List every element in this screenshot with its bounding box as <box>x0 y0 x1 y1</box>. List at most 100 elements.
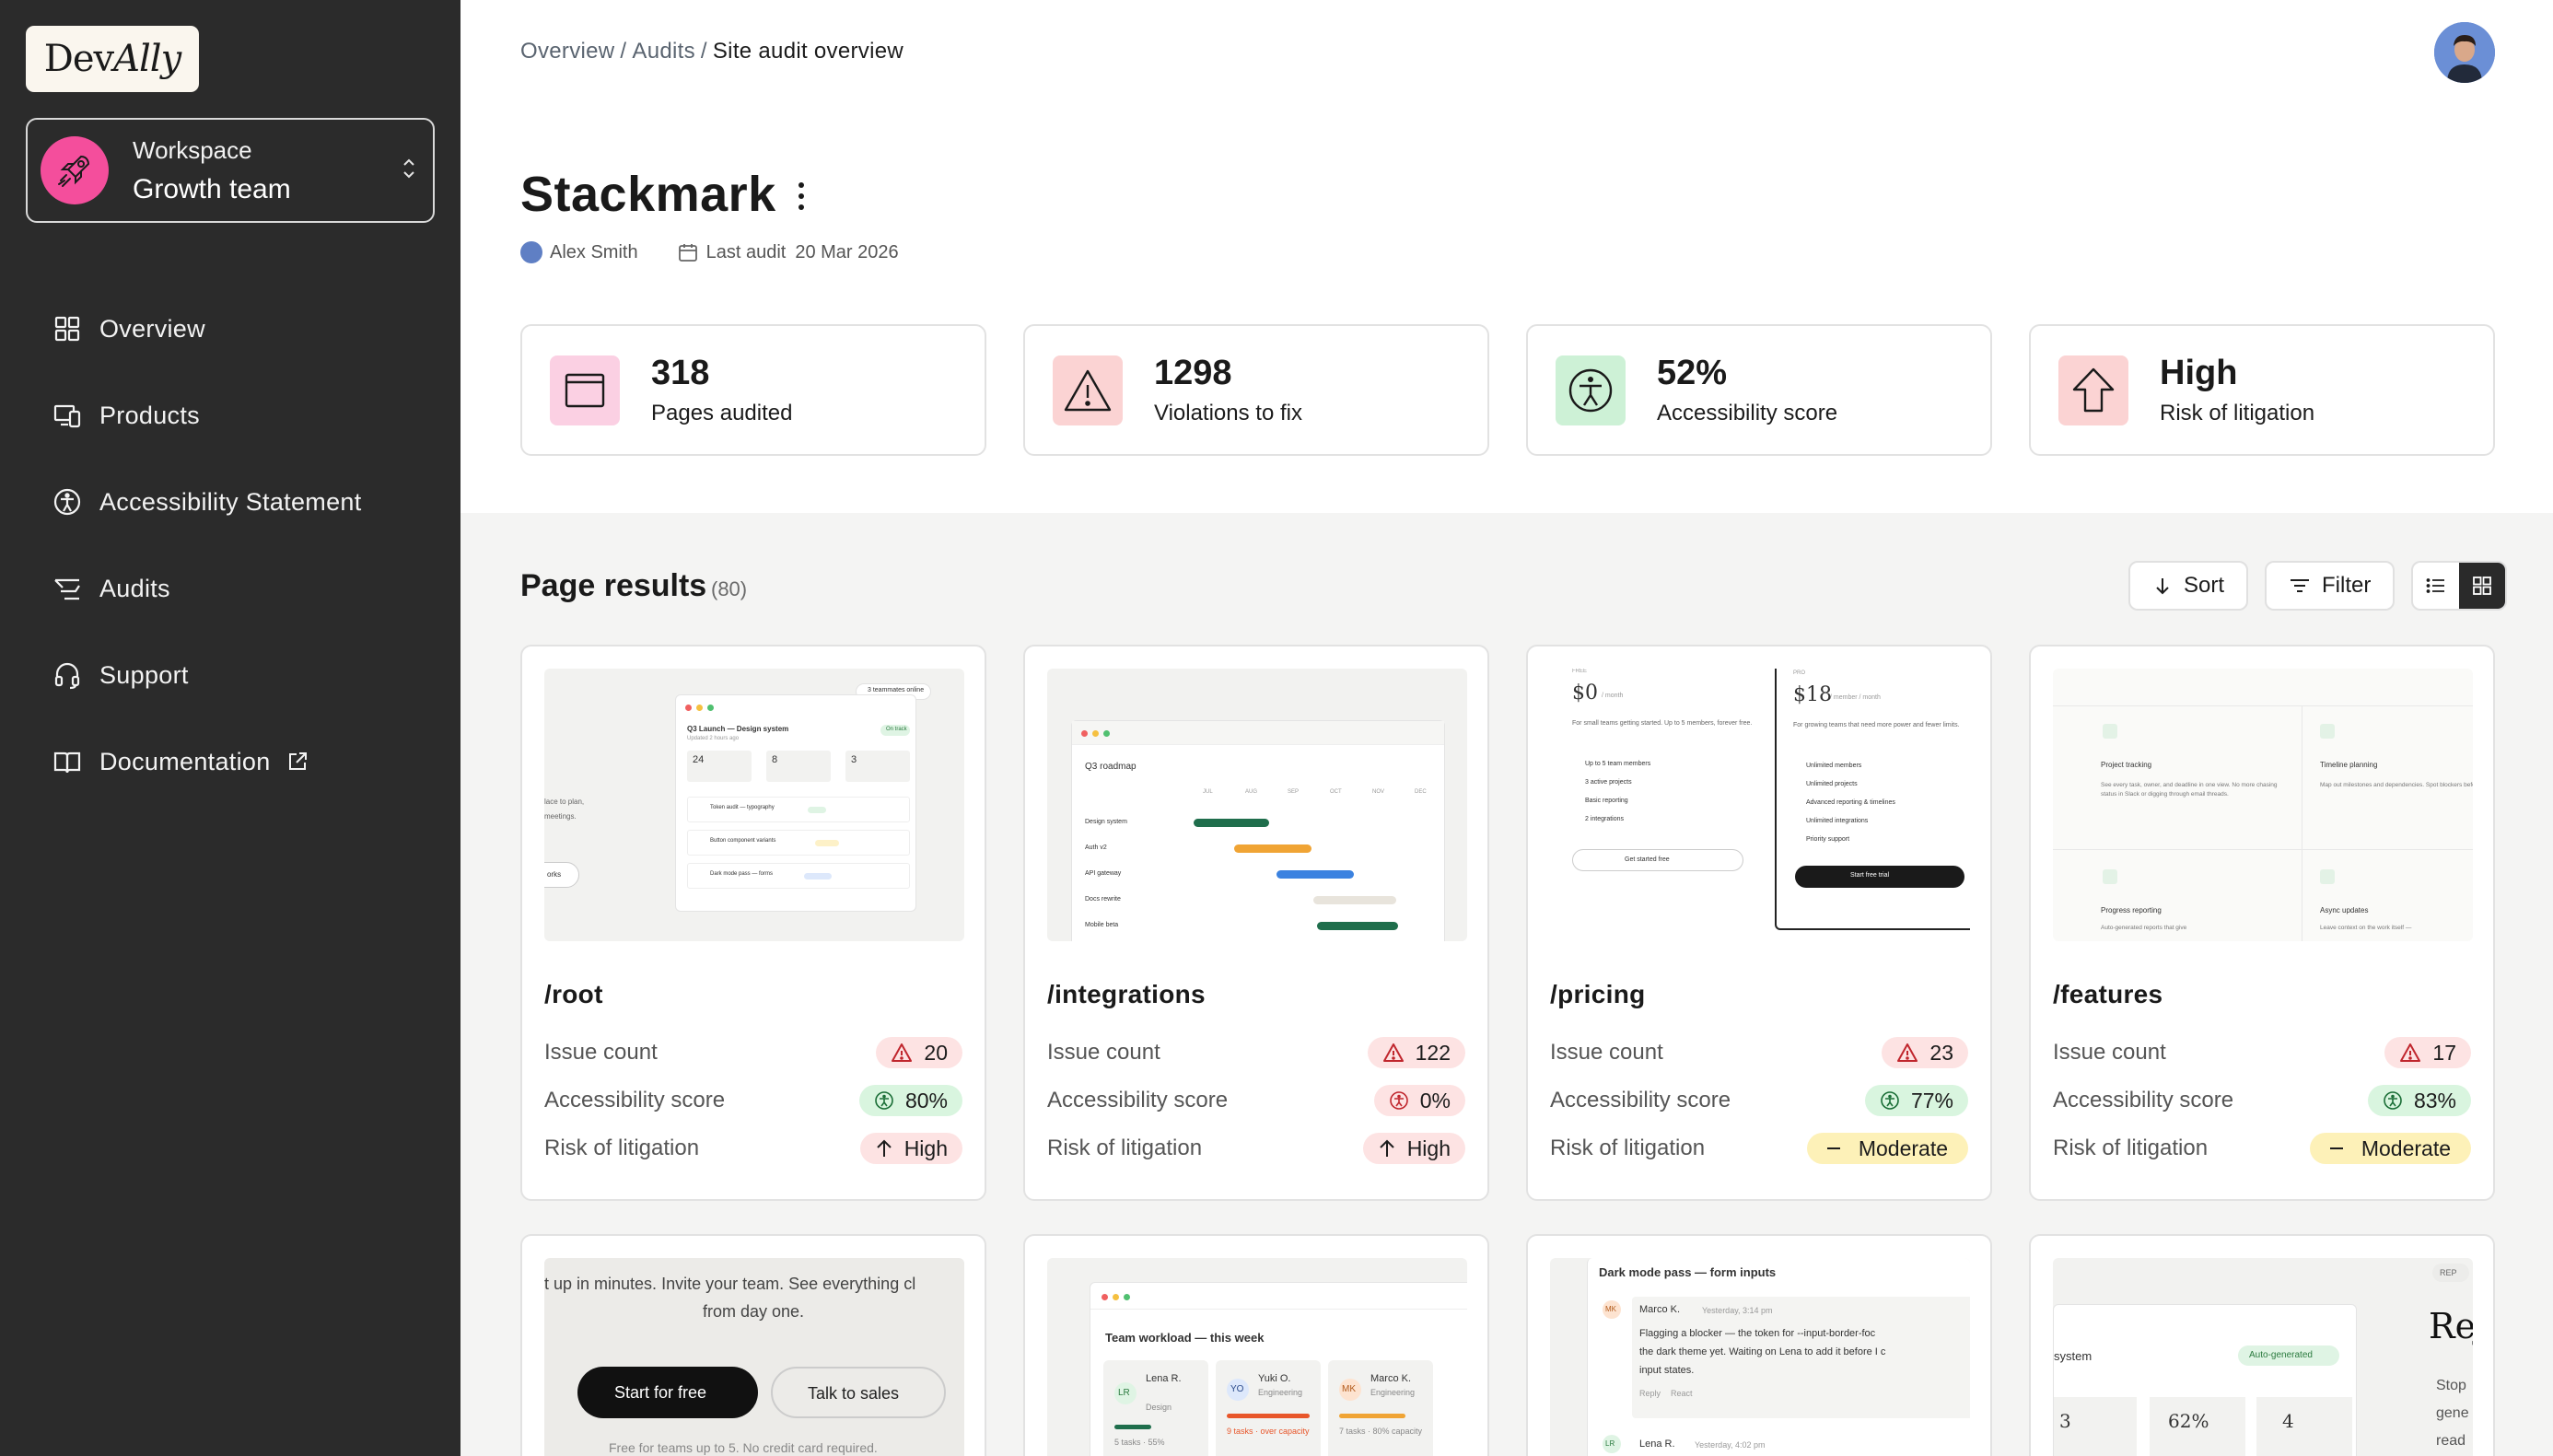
more-options-icon[interactable] <box>790 181 812 212</box>
calendar-icon <box>678 244 697 262</box>
thumb-text: Team workload — this week <box>1105 1331 1265 1345</box>
issue-count-badge: 23 <box>1882 1037 1968 1068</box>
thumb-text: MK <box>1342 1384 1356 1394</box>
thumb-text: Map out milestones and dependencies. Spo… <box>2320 782 2473 788</box>
thumb-text: meetings. <box>544 812 577 821</box>
row-label: Risk of litigation <box>1047 1136 1203 1160</box>
nav-label: Accessibility Statement <box>99 487 362 516</box>
page-card-root[interactable]: lace to plan, meetings. orks 3 teammates… <box>520 645 986 1201</box>
logo-text-left: Dev <box>43 38 114 80</box>
accessibility-icon <box>1556 355 1626 425</box>
thumb-text: Yuki O. <box>1258 1373 1291 1384</box>
thumb-text: Up to 5 team members <box>1585 761 1651 767</box>
nav-item-documentation[interactable]: Documentation <box>52 718 362 805</box>
warning-icon <box>1897 1043 1918 1062</box>
thumb-text: Priority support <box>1806 836 1850 843</box>
devally-logo[interactable]: Dev Ally <box>26 26 199 92</box>
card-path: /pricing <box>1550 980 1646 1008</box>
thumb-text: React <box>1671 1389 1693 1398</box>
thumb-text: 3 <box>851 754 857 765</box>
page-results-section: Page results (80) Sort Filter lace to pl… <box>460 513 2553 1456</box>
card-path: /features <box>2053 980 2163 1008</box>
thumb-text: 9 tasks · over capacity <box>1227 1427 1310 1436</box>
arrow-down-icon <box>2156 578 2169 595</box>
arrow-up-icon <box>1379 1139 1394 1157</box>
thumb-text: For growing teams that need more power a… <box>1793 722 1960 728</box>
accessibility-score-row: Accessibility score 80% <box>544 1085 962 1116</box>
list-view-button[interactable] <box>2413 563 2459 609</box>
filter-button[interactable]: Filter <box>2265 561 2396 611</box>
row-label: Risk of litigation <box>1550 1136 1706 1160</box>
accessibility-icon <box>1389 1091 1408 1110</box>
warning-icon <box>2400 1043 2421 1062</box>
thumb-text: Yesterday, 4:02 pm <box>1695 1440 1766 1450</box>
thumb-text: 8 <box>772 754 778 765</box>
grid-icon <box>2473 577 2492 595</box>
page-thumbnail: t up in minutes. Invite your team. See e… <box>544 1258 964 1456</box>
thumb-text: 3 active projects <box>1585 779 1632 786</box>
check-icon <box>2103 724 2117 739</box>
audit-meta: Alex Smith Last audit 20 Mar 2026 <box>520 241 899 263</box>
nav-item-audits[interactable]: Audits <box>52 545 362 632</box>
page-card[interactable]: t up in minutes. Invite your team. See e… <box>520 1234 986 1456</box>
page-card-features[interactable]: Project tracking See every task, owner, … <box>2029 645 2495 1201</box>
user-avatar[interactable] <box>2434 22 2495 83</box>
nav-item-accessibility-statement[interactable]: Accessibility Statement <box>52 459 362 545</box>
stat-value: 318 <box>651 354 710 392</box>
thumb-window: Q3 roadmap JUL AUG SEP OCT NOV DEC Desig… <box>1071 720 1445 941</box>
thumb-text: Marco K. <box>1639 1304 1681 1315</box>
risk-badge: High <box>1362 1133 1465 1164</box>
thumb-text: LR <box>1605 1439 1615 1448</box>
grid-view-button[interactable] <box>2459 563 2506 609</box>
risk-badge: High <box>859 1133 962 1164</box>
warning-icon <box>1382 1043 1404 1062</box>
thumb-text: Auto-generated reports that give <box>2101 925 2187 931</box>
thumb-text: Project tracking <box>2101 761 2152 769</box>
page-card[interactable]: REP Rej system Auto-generated 3 62% 4 St… <box>2029 1234 2495 1456</box>
thumb-text: PRO <box>1793 670 1806 676</box>
sort-button[interactable]: Sort <box>2128 561 2249 611</box>
thumb-text: DEC <box>1415 789 1427 795</box>
thumb-sales-button: Talk to sales <box>771 1367 946 1418</box>
page-card[interactable]: Dark mode pass — form inputs MK Marco K.… <box>1526 1234 1992 1456</box>
thumb-text: MK <box>1605 1305 1616 1313</box>
row-label: Issue count <box>1550 1040 1663 1065</box>
page-thumbnail: REP Rej system Auto-generated 3 62% 4 St… <box>2053 1258 2473 1456</box>
thumb-text: gene <box>2436 1405 2469 1421</box>
browser-window-icon <box>550 355 620 425</box>
badge-value: 77% <box>1910 1088 1953 1112</box>
thumb-text: YO <box>1230 1384 1244 1394</box>
workspace-switcher[interactable]: Workspace Growth team <box>26 118 435 223</box>
results-count: (80) <box>711 577 748 600</box>
stat-value: 52% <box>1657 354 1728 392</box>
thumb-text: input states. <box>1639 1365 1695 1376</box>
nav-item-products[interactable]: Products <box>52 372 362 459</box>
nav-label: Products <box>99 401 200 429</box>
page-thumbnail: Team workload — this week LR Lena R. Des… <box>1047 1258 1467 1456</box>
breadcrumb-audits[interactable]: Audits <box>632 39 695 64</box>
nav-label: Support <box>99 660 189 689</box>
thumb-text: FREE <box>1572 669 1588 674</box>
page-card-pricing[interactable]: FREE $0 / month For small teams getting … <box>1526 645 1992 1201</box>
badge-value: 80% <box>904 1088 948 1112</box>
thumb-text: t up in minutes. Invite your team. See e… <box>544 1275 916 1293</box>
nav-item-support[interactable]: Support <box>52 632 362 718</box>
rocket-icon <box>41 136 109 204</box>
page-card-integrations[interactable]: Q3 roadmap JUL AUG SEP OCT NOV DEC Desig… <box>1023 645 1489 1201</box>
nav-item-overview[interactable]: Overview <box>52 285 362 372</box>
card-path: /root <box>544 980 603 1008</box>
risk-badge: Moderate <box>1806 1133 1968 1164</box>
breadcrumb-overview[interactable]: Overview <box>520 39 615 64</box>
thumb-text: Unlimited members <box>1806 763 1862 769</box>
thumb-pro-plan: PRO $18 / member / month For growing tea… <box>1775 669 1970 930</box>
external-link-icon <box>288 752 307 770</box>
page-card[interactable]: Team workload — this week LR Lena R. Des… <box>1023 1234 1489 1456</box>
headset-icon <box>54 662 80 690</box>
results-title: Page results <box>520 568 707 603</box>
thumb-text: AUG <box>1245 789 1258 795</box>
thumb-text: On track <box>886 727 907 732</box>
stat-label: Risk of litigation <box>2160 401 2315 425</box>
row-label: Issue count <box>544 1040 658 1065</box>
accessibility-icon <box>2384 1091 2402 1110</box>
issue-count-row: Issue count 23 <box>1550 1037 1968 1068</box>
